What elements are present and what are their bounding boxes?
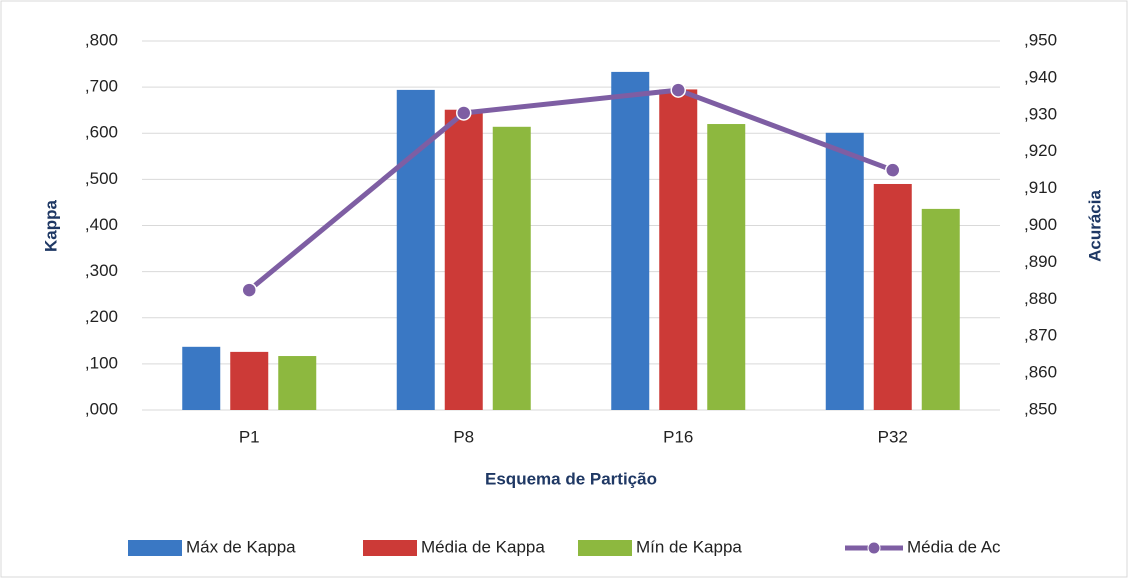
y2-tick-label: ,930 — [1024, 104, 1057, 123]
legend-swatch — [128, 540, 182, 556]
line-marker — [885, 162, 901, 178]
y-tick-label: ,700 — [85, 77, 118, 96]
y2-tick-label: ,890 — [1024, 252, 1057, 271]
bar — [611, 71, 650, 410]
x-tick-label: P8 — [453, 427, 474, 446]
bar — [444, 109, 483, 410]
y-tick-label: ,500 — [85, 169, 118, 188]
y2-tick-label: ,860 — [1024, 363, 1057, 382]
bar — [659, 89, 698, 411]
y-tick-label: ,800 — [85, 30, 118, 49]
y2-tick-label: ,910 — [1024, 178, 1057, 197]
bar — [921, 208, 960, 410]
x-tick-label: P16 — [663, 427, 693, 446]
legend-label: Máx de Kappa — [186, 537, 296, 556]
bar — [492, 126, 531, 410]
bar — [707, 124, 746, 411]
y2-tick-label: ,900 — [1024, 215, 1057, 234]
x-axis-title: Esquema de Partição — [485, 469, 657, 488]
line — [247, 87, 894, 293]
x-tick-label: P32 — [878, 427, 908, 446]
y2-tick-label: ,880 — [1024, 289, 1057, 308]
y-tick-label: ,100 — [85, 353, 118, 372]
y2-tick-label: ,850 — [1024, 399, 1057, 418]
y2-tick-label: ,950 — [1024, 30, 1057, 49]
line-marker — [670, 82, 686, 98]
y-tick-label: ,000 — [85, 399, 118, 418]
legend-label: Média de Ac — [907, 537, 1001, 556]
legend-label: Mín de Kappa — [636, 537, 742, 556]
y2-axis-title: Acurácia — [1085, 190, 1104, 262]
line-marker — [456, 105, 472, 121]
bar — [278, 356, 317, 410]
y2-tick-label: ,940 — [1024, 67, 1057, 86]
y-axis-title: Kappa — [41, 199, 60, 252]
bar — [873, 183, 912, 410]
y-tick-label: ,600 — [85, 123, 118, 142]
bar — [230, 351, 269, 410]
y-tick-label: ,400 — [85, 215, 118, 234]
y2-tick-label: ,870 — [1024, 326, 1057, 345]
y2-tick-label: ,920 — [1024, 141, 1057, 160]
legend-swatch — [363, 540, 417, 556]
legend-label: Média de Kappa — [421, 537, 545, 556]
legend-marker — [867, 541, 881, 555]
y-tick-label: ,300 — [85, 261, 118, 280]
legend-swatch — [578, 540, 632, 556]
line-marker — [241, 282, 257, 298]
bar — [825, 132, 864, 410]
x-tick-label: P1 — [239, 427, 260, 446]
y-tick-label: ,200 — [85, 307, 118, 326]
bar — [396, 89, 435, 410]
bar — [182, 346, 221, 410]
